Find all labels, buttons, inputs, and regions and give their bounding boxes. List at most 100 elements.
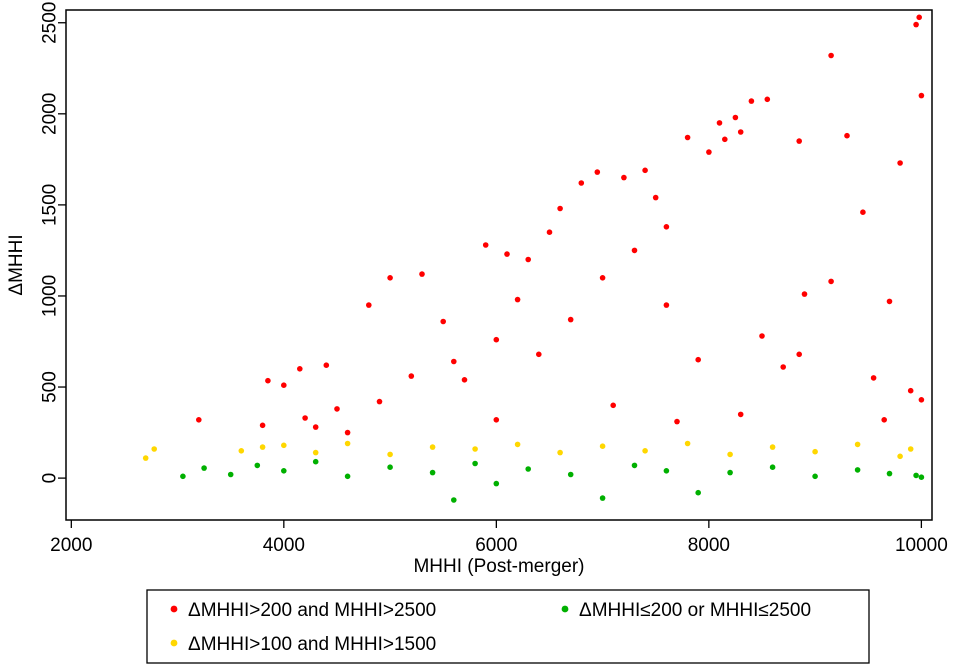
data-point-series-2 (663, 468, 670, 474)
legend-label-green: ΔMHHI≤200 or MHHI≤2500 (579, 600, 811, 621)
data-point-series-1 (344, 440, 351, 447)
y-tick-label: 1500 (40, 184, 61, 226)
data-point-series-0 (764, 96, 771, 103)
data-point-series-1 (151, 446, 157, 452)
x-tick-label: 2000 (50, 535, 92, 556)
data-point-series-2 (854, 467, 861, 473)
data-point-series-1 (429, 444, 436, 450)
x-tick-label: 4000 (263, 535, 305, 556)
data-point-series-0 (737, 411, 744, 418)
legend-label-red: ΔMHHI>200 and MHHI>2500 (188, 600, 436, 621)
data-point-series-1 (557, 449, 563, 456)
data-point-series-0 (759, 333, 765, 339)
data-point-series-0 (451, 358, 457, 365)
data-point-series-0 (334, 406, 340, 412)
data-point-series-0 (366, 302, 372, 308)
data-point-series-1 (387, 451, 393, 458)
data-point-series-0 (870, 375, 877, 381)
data-point-series-1 (854, 441, 861, 448)
data-point-series-2 (525, 466, 531, 472)
data-point-series-2 (472, 460, 478, 467)
data-point-series-0 (281, 382, 287, 389)
legend: ΔMHHI>200 and MHHI>2500 ΔMHHI>100 and MH… (146, 589, 870, 664)
data-point-series-1 (472, 446, 478, 452)
data-point-series-2 (180, 473, 186, 480)
data-point-series-1 (281, 442, 287, 449)
data-point-series-2 (312, 458, 319, 465)
legend-label-yellow: ΔMHHI>100 and MHHI>1500 (188, 634, 436, 655)
data-point-series-1 (259, 444, 266, 450)
data-point-series-0 (504, 251, 510, 257)
data-point-series-2 (913, 472, 919, 479)
data-point-series-0 (663, 224, 670, 230)
data-point-series-0 (918, 397, 925, 403)
data-point-series-0 (732, 114, 739, 121)
data-point-series-2 (344, 473, 351, 480)
data-point-series-0 (610, 402, 616, 409)
data-point-series-0 (302, 415, 308, 421)
data-point-series-0 (493, 336, 500, 343)
points-layer (142, 14, 925, 503)
data-point-series-0 (796, 351, 802, 358)
y-tick-label: 2500 (40, 2, 61, 44)
x-tick-label: 10000 (895, 535, 948, 556)
data-point-series-0 (259, 422, 266, 429)
data-point-series-1 (769, 444, 776, 450)
data-point-series-0 (419, 271, 425, 277)
y-axis: 0 500 1000 1500 2000 2500 (40, 2, 66, 483)
data-point-series-2 (451, 497, 457, 503)
data-point-series-0 (546, 229, 553, 235)
data-point-series-0 (695, 356, 701, 363)
data-point-series-0 (652, 194, 659, 201)
data-point-series-1 (897, 453, 903, 460)
y-tick-label: 1000 (40, 275, 61, 317)
x-tick-label: 6000 (475, 535, 517, 556)
data-point-series-0 (323, 362, 330, 369)
data-point-series-0 (886, 298, 893, 305)
data-point-series-0 (860, 209, 866, 215)
data-point-series-0 (913, 21, 919, 28)
data-point-series-0 (684, 134, 691, 141)
y-tick-label: 500 (40, 371, 61, 403)
data-point-series-1 (642, 448, 648, 454)
data-point-series-0 (599, 275, 606, 281)
data-point-series-0 (265, 377, 271, 384)
data-point-series-1 (812, 448, 818, 455)
data-point-series-1 (684, 440, 691, 447)
data-point-series-0 (387, 275, 393, 281)
data-point-series-2 (727, 469, 733, 476)
data-point-series-2 (493, 480, 500, 487)
data-point-series-1 (514, 441, 521, 448)
data-point-series-0 (493, 417, 500, 423)
data-point-series-0 (440, 318, 447, 325)
data-point-series-0 (737, 129, 744, 135)
y-tick-label: 2000 (40, 93, 61, 135)
data-point-series-2 (227, 471, 234, 478)
data-point-series-0 (482, 242, 489, 248)
x-tick-label: 8000 (688, 535, 730, 556)
data-point-series-2 (695, 489, 701, 496)
plot-frame (65, 9, 933, 521)
legend-marker-yellow (170, 639, 178, 647)
data-point-series-0 (881, 417, 887, 423)
data-point-series-0 (557, 205, 563, 212)
data-point-series-2 (429, 469, 436, 476)
data-point-series-0 (828, 52, 834, 59)
data-point-series-0 (621, 174, 627, 181)
data-point-series-0 (828, 278, 834, 285)
legend-box (146, 589, 870, 664)
data-point-series-0 (916, 14, 922, 21)
data-point-series-0 (748, 98, 755, 104)
data-point-series-0 (196, 417, 202, 423)
data-point-series-0 (722, 136, 728, 143)
data-point-series-0 (796, 138, 802, 144)
data-point-series-1 (312, 449, 319, 456)
data-point-series-2 (886, 470, 893, 477)
legend-marker-green (561, 605, 569, 613)
data-point-series-2 (254, 462, 261, 469)
data-point-series-0 (578, 180, 585, 186)
data-point-series-0 (907, 387, 914, 394)
data-point-series-1 (727, 451, 733, 458)
